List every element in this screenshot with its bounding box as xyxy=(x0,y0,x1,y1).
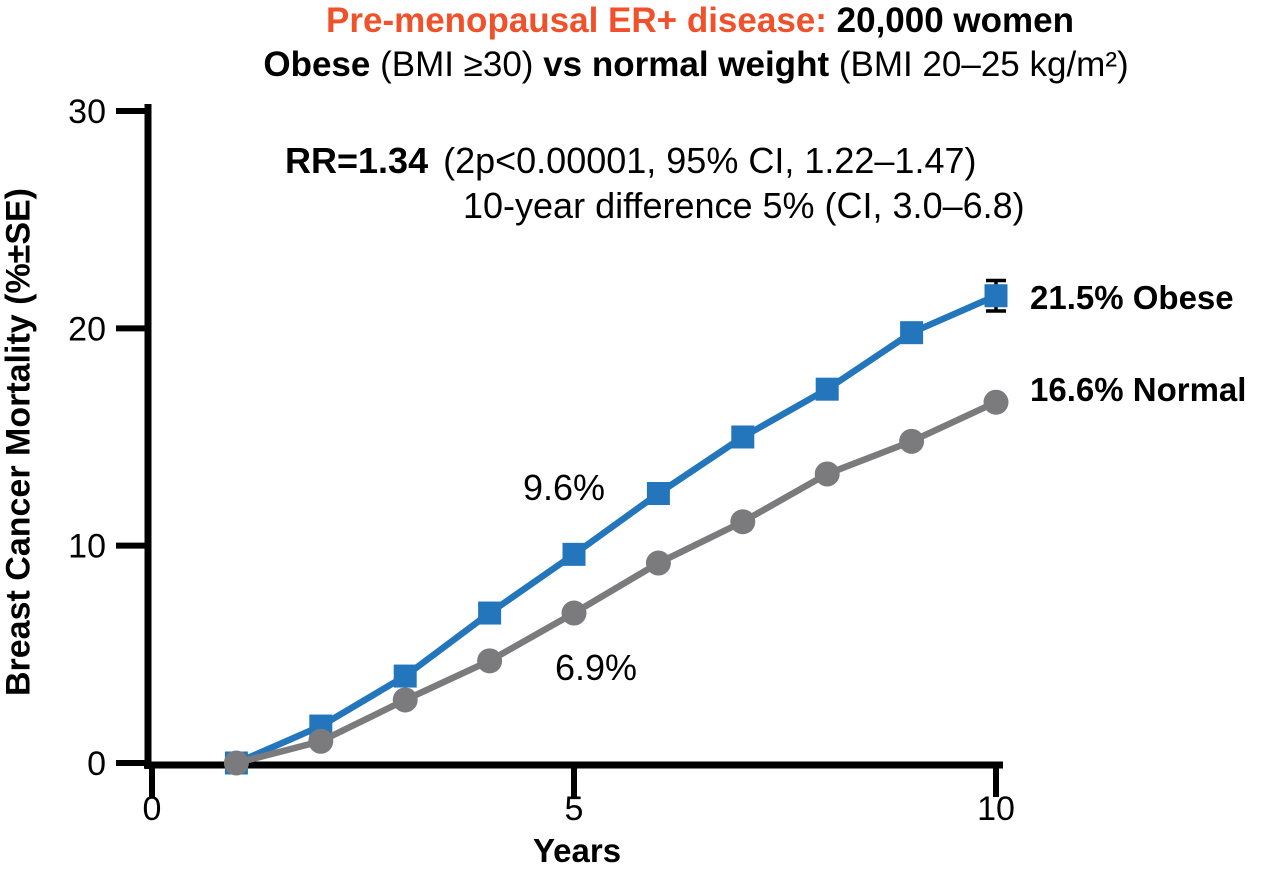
normal-marker xyxy=(899,428,925,454)
normal-series-label: 16.6% Normal xyxy=(1030,371,1247,408)
normal-marker xyxy=(645,550,671,576)
normal-marker xyxy=(308,728,334,754)
y-axis-title: Breast Cancer Mortality (%±SE) xyxy=(0,187,38,697)
chart-title-line2: Obese (BMI ≥30) vs normal weight (BMI 20… xyxy=(263,45,1128,85)
x-tick-label: 5 xyxy=(565,790,584,828)
obese-marker xyxy=(984,284,1008,308)
y-tick-label: 10 xyxy=(68,528,106,566)
x-tick-label: 0 xyxy=(143,790,162,828)
y-tick-label: 30 xyxy=(68,93,106,131)
normal-marker xyxy=(392,687,418,713)
normal-marker xyxy=(477,648,503,674)
title-highlight-text: Pre-menopausal ER+ disease: xyxy=(326,1,827,40)
normal-marker xyxy=(983,389,1009,415)
y-tick-label: 0 xyxy=(87,745,106,783)
rr-annotation-line2: 10-year difference 5% (CI, 3.0–6.8) xyxy=(463,185,1025,226)
normal-marker xyxy=(814,461,840,487)
y-tick-label: 20 xyxy=(68,310,106,348)
title-bmi2025-text: (BMI 20–25 kg/m²) xyxy=(829,45,1129,84)
obese-line xyxy=(235,292,998,766)
obese-marker xyxy=(900,321,924,345)
title-obese-text: Obese xyxy=(263,45,371,84)
obese-marker xyxy=(815,377,839,401)
rr-value: RR=1.34 xyxy=(285,140,429,181)
x-tick-label: 10 xyxy=(977,790,1015,828)
normal-midpoint-label: 6.9% xyxy=(555,647,638,688)
rr-annotation-line1: RR=1.34 (2p<0.00001, 95% CI, 1.22–1.47) xyxy=(285,140,976,181)
title-vs-normal-text: vs normal weight xyxy=(543,45,830,84)
obese-marker xyxy=(393,664,417,688)
title-bmi30-text: (BMI ≥30) xyxy=(370,45,544,84)
normal-marker xyxy=(730,509,756,535)
obese-marker xyxy=(478,601,502,625)
chart-title-line1: Pre-menopausal ER+ disease: 20,000 women xyxy=(326,1,1074,41)
obese-marker xyxy=(562,542,586,566)
x-axis-title: Years xyxy=(532,832,622,869)
obese-series-label: 21.5% Obese xyxy=(1030,279,1234,316)
normal-marker xyxy=(561,600,587,626)
normal-marker xyxy=(223,750,249,776)
rr-ci-detail: (2p<0.00001, 95% CI, 1.22–1.47) xyxy=(443,140,977,181)
obese-midpoint-label: 9.6% xyxy=(523,467,606,508)
normal-line xyxy=(235,399,998,767)
obese-marker xyxy=(646,482,670,506)
obese-marker xyxy=(731,425,755,449)
title-rest-text: 20,000 women xyxy=(826,1,1074,40)
